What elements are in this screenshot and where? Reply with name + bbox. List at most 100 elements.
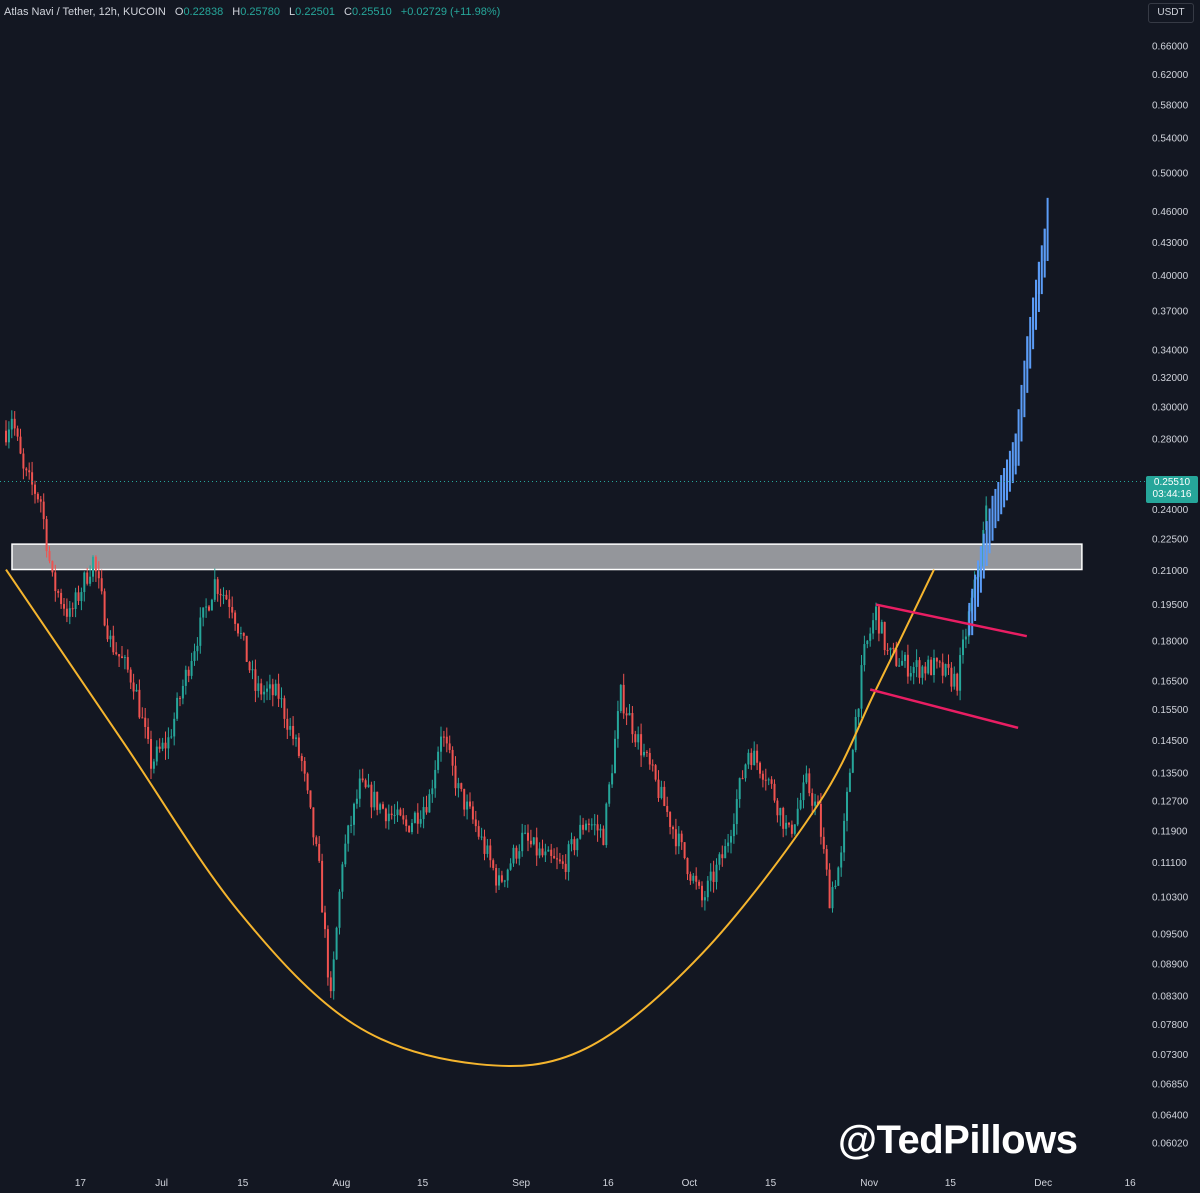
candle-body [36,493,39,500]
candle-body [260,683,263,695]
y-tick-label: 0.07300 [1152,1050,1189,1061]
candle-body [274,683,277,696]
candle-body [480,836,483,838]
candle-body [643,751,645,756]
candle-body [382,804,384,809]
candle-body [683,842,686,859]
candle-body [819,803,822,837]
high-label: H [232,6,241,18]
candle-body [773,783,776,801]
candle-body [776,800,779,816]
x-tick-label: Nov [860,1178,878,1189]
candle-body [495,867,498,886]
candle-body [953,673,956,687]
candle-body [564,863,567,872]
candle-body [698,881,701,886]
candle-body [428,794,431,813]
candle-body [875,606,877,621]
candle-body [860,665,863,709]
candle-body [938,661,941,663]
candle-body [843,820,846,853]
candle-body [579,824,582,839]
candle-body [529,840,532,845]
candle-body [77,592,80,601]
candle-body [326,929,329,978]
candle-body [672,826,674,830]
candle-body [437,751,440,770]
candle-body [92,556,94,577]
candle-body [889,647,892,651]
candle-body [219,593,222,596]
candle-body [370,784,373,808]
candle-body [384,808,387,822]
candle-body [956,673,959,691]
candle-body [190,660,193,676]
y-tick-label: 0.37000 [1152,307,1189,318]
candle-body [234,612,237,624]
candle-body [324,912,326,930]
channel-upper-line [875,603,1028,638]
open-value: 0.22838 [183,6,224,18]
last-price-value: 0.25510 [1153,477,1191,488]
candle-body [268,684,271,689]
candle-body [695,875,698,882]
candle-body [408,825,411,833]
y-tick-label: 0.22500 [1152,535,1189,546]
currency-button[interactable]: USDT [1148,3,1194,23]
candle-body [22,453,25,469]
candle-body [828,869,831,909]
candle-body [65,608,68,617]
candle-body [883,622,886,651]
candle-body [471,806,474,820]
candle-body [912,667,915,674]
candle-body [935,657,938,662]
y-tick-label: 0.08300 [1152,991,1189,1002]
candle-body [321,860,324,913]
candle-body [364,780,367,788]
candle-body [933,657,935,676]
candle-body [94,556,97,572]
candle-body [872,620,875,634]
candle-body [541,848,544,856]
x-tick-label: 15 [417,1178,429,1189]
candle-body [181,685,184,699]
candle-body [848,772,851,792]
candle-body [413,812,416,823]
candle-body [16,428,19,437]
candle-body [851,749,854,773]
candle-body [869,633,872,641]
candle-body [213,579,216,600]
candle-body [54,572,57,592]
candle-body [759,762,761,774]
candle-body [158,746,161,749]
candle-body [669,811,672,827]
candle-body [640,734,643,756]
y-tick-label: 0.06850 [1152,1079,1189,1090]
candle-body [674,829,677,847]
y-tick-label: 0.16500 [1152,677,1189,688]
candle-body [645,751,648,753]
candle-body [135,689,138,692]
cup-curve [5,568,935,1068]
close-label: C [344,6,352,18]
candle-body [463,788,466,810]
candle-body [596,824,599,831]
candle-body [631,712,634,735]
y-tick-label: 0.32000 [1152,373,1189,384]
candle-body [193,651,196,661]
candle-body [460,783,463,789]
candle-body [25,468,28,471]
candle-body [184,669,187,686]
candle-body [103,591,106,626]
candle-body [239,633,242,635]
candle-body [785,822,788,829]
candle-body [208,606,210,611]
candle-body [74,592,77,610]
candle-body [379,804,382,810]
candle-body [521,832,524,852]
candle-body [361,778,364,781]
candle-body [173,718,176,737]
candle-body [738,778,741,800]
